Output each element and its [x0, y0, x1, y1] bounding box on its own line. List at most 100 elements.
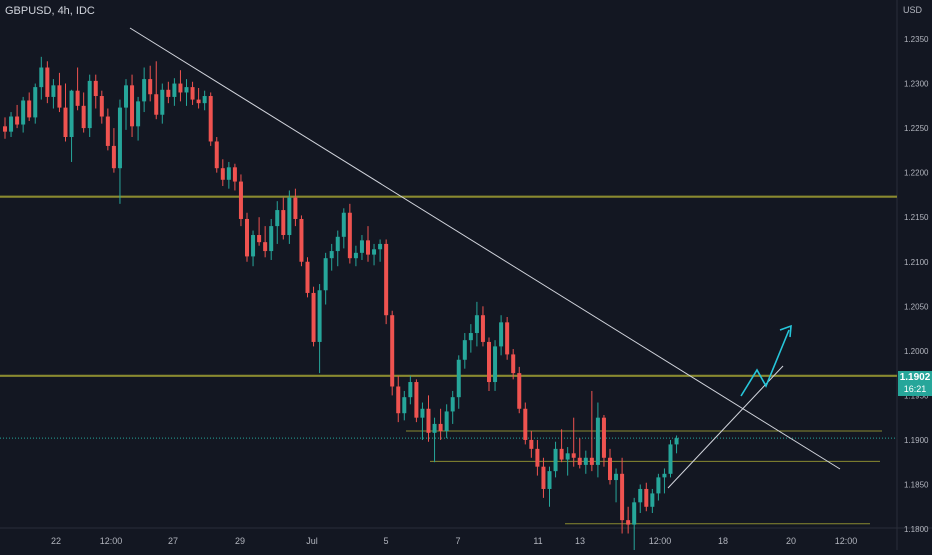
y-tick-label: 1.2200	[904, 169, 929, 178]
candle-body	[438, 423, 443, 432]
candle-body	[577, 457, 582, 465]
candle-body	[511, 354, 516, 374]
candle-body	[202, 96, 207, 104]
last-price: 1.1902	[899, 372, 931, 383]
candle-body	[456, 359, 461, 398]
candle-body	[450, 397, 455, 412]
candle-body	[166, 89, 171, 97]
candle-body	[172, 83, 177, 97]
candle-body	[420, 408, 425, 418]
candle-body	[81, 105, 86, 129]
x-tick-label: 29	[235, 536, 245, 546]
candle-body	[601, 417, 606, 458]
candle-body	[257, 235, 262, 243]
candle-body	[668, 444, 673, 474]
candle-body	[408, 382, 413, 398]
candle-body	[105, 116, 110, 146]
candle-body	[656, 477, 661, 494]
ascending-trend-line	[667, 365, 784, 489]
candle-body	[444, 411, 449, 432]
candle-body	[571, 453, 576, 458]
candle-body	[87, 80, 92, 129]
candle-body	[638, 488, 643, 503]
candle-body	[414, 382, 419, 418]
candle-body	[51, 85, 56, 97]
x-tick-label: 27	[168, 536, 178, 546]
candle-body	[541, 466, 546, 489]
candle-body	[396, 386, 401, 414]
candle-body	[27, 100, 32, 118]
candle-body	[184, 87, 189, 93]
candle-body	[553, 448, 558, 472]
x-tick-label: 7	[455, 536, 460, 546]
x-tick-label: 18	[718, 536, 728, 546]
candle-body	[293, 197, 298, 219]
candle-body	[130, 85, 135, 127]
x-tick-label: 13	[575, 536, 585, 546]
candle-body	[317, 290, 322, 342]
candle-body	[426, 408, 431, 433]
candle-body	[620, 473, 625, 521]
candle-body	[323, 258, 328, 291]
projection-arrowhead	[779, 324, 792, 338]
x-tick-label: 22	[51, 536, 61, 546]
candle-body	[547, 471, 552, 489]
candle-body	[33, 87, 38, 118]
candle-body	[93, 80, 98, 97]
candle-body	[238, 181, 243, 219]
candle-body	[523, 408, 528, 440]
x-tick-label: 11	[533, 536, 542, 546]
symbol-title[interactable]: GBPUSD, 4h, IDC	[5, 5, 95, 17]
candle-body	[220, 168, 225, 180]
candle-body	[468, 333, 473, 341]
candle-body	[245, 218, 249, 257]
candle-body	[474, 315, 479, 334]
y-tick-label: 1.1850	[904, 481, 929, 490]
candle-body	[505, 322, 510, 355]
candle-body	[529, 439, 534, 449]
candle-body	[21, 100, 26, 125]
candle-body	[111, 145, 116, 169]
candle-body	[136, 101, 141, 127]
candle-body	[559, 448, 564, 460]
candle-body	[462, 340, 467, 360]
candle-body	[595, 417, 600, 465]
candle-body	[432, 423, 437, 433]
candle-body	[390, 315, 395, 387]
candle-body	[196, 99, 201, 104]
candle-body	[480, 315, 485, 342]
descending-trend-line	[129, 27, 841, 470]
x-tick-label: 12:00	[835, 536, 858, 546]
x-tick-label: Jul	[306, 536, 318, 546]
candle-body	[178, 83, 183, 93]
candle-body	[232, 167, 237, 182]
y-tick-label: 1.2350	[904, 35, 929, 44]
candle-body	[45, 67, 50, 97]
candle-body	[644, 488, 649, 507]
candle-body	[287, 197, 292, 236]
candle-body	[329, 251, 334, 259]
candle-body	[3, 126, 7, 132]
candle-body	[535, 448, 540, 467]
candle-body	[190, 87, 195, 100]
candle-body	[63, 107, 68, 138]
candle-body	[117, 107, 122, 169]
candle-body	[281, 210, 286, 236]
x-tick-label: 12:00	[649, 536, 672, 546]
candle-body	[626, 520, 631, 525]
candle-body	[341, 212, 346, 237]
candle-body	[251, 235, 256, 257]
candle-body	[269, 226, 274, 252]
candle-body	[142, 79, 147, 102]
candle-body	[662, 473, 667, 478]
x-tick-label: 12:00	[100, 536, 123, 546]
y-tick-label: 1.2100	[904, 258, 929, 267]
candle-body	[263, 242, 268, 252]
candle-body	[15, 116, 20, 125]
y-tick-label: 1.2250	[904, 124, 929, 133]
candle-body	[75, 90, 80, 106]
candle-body	[335, 236, 340, 252]
candle-body	[208, 96, 213, 142]
